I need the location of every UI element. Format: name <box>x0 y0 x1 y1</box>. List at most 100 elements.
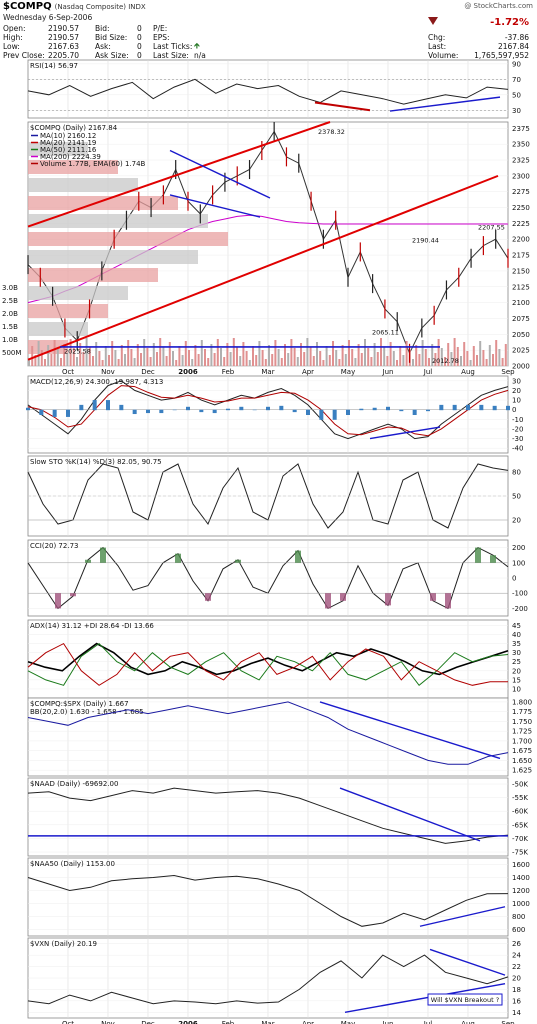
volume-bar <box>328 355 331 366</box>
volume-bar <box>60 358 62 366</box>
cci-extreme-fill <box>340 593 346 601</box>
macd-histogram-bar <box>106 400 110 411</box>
ratio-ytick-label: 1.800 <box>512 698 532 706</box>
cci-ytick-label: -100 <box>512 590 528 598</box>
percent-change: -1.72% <box>490 17 529 28</box>
volume-bar <box>268 345 270 366</box>
volume-bar <box>434 353 437 366</box>
volume-bar <box>120 345 123 366</box>
rsi-trendline <box>314 101 371 112</box>
volume-bar <box>117 359 120 366</box>
volume-by-price-bar <box>28 178 138 192</box>
wedge-upper-line <box>169 149 271 199</box>
naad-ytick-label: -60K <box>512 808 528 816</box>
volume-bar <box>316 342 318 366</box>
macd-ytick-label: 10 <box>512 397 521 405</box>
cci-ytick-label: 100 <box>512 559 525 567</box>
macd-histogram-bar <box>292 409 297 413</box>
volume-bar <box>172 351 174 366</box>
price-ytick-label: 2300 <box>512 172 530 180</box>
x-axis-month-label: May <box>341 1020 355 1024</box>
quote-header: $COMPQ (Nasdaq Composite) INDX @ StockCha… <box>0 0 537 60</box>
volume-bar <box>127 340 130 366</box>
volume-bar <box>290 339 293 366</box>
volume-bar <box>98 351 101 366</box>
adx-ytick-label: 35 <box>512 640 521 648</box>
naa50-ytick-label: 1000 <box>512 900 530 908</box>
price-ytick-label: 2000 <box>512 363 530 371</box>
volume-bar <box>277 349 280 366</box>
volume-bar <box>245 351 248 366</box>
volume-axis-label: 2.5B <box>2 297 18 305</box>
volume-bar <box>376 352 379 366</box>
volume-bar <box>418 354 421 366</box>
open-label: Open: <box>3 24 26 33</box>
volume-bar <box>204 349 206 366</box>
price-ytick-label: 2150 <box>512 267 530 275</box>
ask-size-label: Ask Size: <box>95 51 129 60</box>
adx-ytick-label: 10 <box>512 685 521 693</box>
rsi-series-line-0 <box>27 78 509 105</box>
x-axis-month-label: Apr <box>302 368 314 376</box>
macd-histogram-bar <box>426 409 430 412</box>
x-axis-month-label: Jul <box>423 1020 433 1024</box>
volume-bar <box>191 359 194 366</box>
volume-bar <box>152 343 155 366</box>
vxn-callout-text: Will $VXN Breakout ? <box>431 996 499 1004</box>
volume-bar <box>341 345 344 366</box>
volume-bar <box>415 345 418 366</box>
last-size-label: Last Size: <box>153 51 189 60</box>
volume-bar <box>453 338 456 366</box>
volume-bar <box>476 355 478 366</box>
volume-bar <box>92 356 94 366</box>
volume-label: Volume: <box>428 51 459 60</box>
volume-bar <box>156 352 158 366</box>
volume-axis-label: 2.0B <box>2 310 18 318</box>
symbol-subtitle: (Nasdaq Composite) INDX <box>54 3 146 11</box>
legend-label: MA(10) 2160.12 <box>40 132 96 140</box>
volume-bar <box>207 358 210 366</box>
volume-bar <box>114 350 117 366</box>
macd-histogram-bar <box>66 409 70 417</box>
cci-ytick-label: -200 <box>512 605 528 613</box>
copyright: @ StockCharts.com <box>464 2 533 10</box>
eps-label: EPS: <box>153 33 170 42</box>
vxn-ytick-label: 26 <box>512 940 521 948</box>
volume-bar <box>136 344 139 366</box>
macd-histogram-bar <box>39 409 44 415</box>
annotation-low-oct: 2025.58 <box>64 347 91 355</box>
volume-bar <box>213 353 216 366</box>
naa50-ytick-label: 1400 <box>512 874 530 882</box>
volume-bar <box>255 355 258 366</box>
open-value: 2190.57 <box>48 24 80 33</box>
price-ytick-label: 2325 <box>512 157 530 165</box>
naa50-series-line-0 <box>27 874 509 927</box>
volume-bar <box>322 360 325 366</box>
x-axis-month-label: 2006 <box>178 1020 198 1024</box>
last-label: Last: <box>428 42 447 51</box>
volume-bar <box>95 342 98 366</box>
last-size-value: n/a <box>194 51 206 60</box>
x-axis-month-label: 2006 <box>178 368 198 376</box>
macd-histogram-bar <box>466 404 470 411</box>
down-triangle-icon <box>428 17 438 25</box>
macd-histogram-bar <box>159 409 164 414</box>
volume-bar <box>220 348 222 366</box>
volume-bar <box>399 346 402 366</box>
volume-bar <box>76 357 78 366</box>
up-tick-arrow-icon: 🡹 <box>194 41 200 50</box>
adx-series-line-2 <box>27 642 508 686</box>
volume-bar <box>444 357 446 366</box>
cci-ytick-label: 0 <box>512 575 516 583</box>
volume-bar <box>389 342 392 366</box>
volume-by-price-bar <box>28 232 228 246</box>
cci-extreme-fill <box>100 547 106 563</box>
volume-bar <box>271 354 274 366</box>
volume-bar <box>450 352 453 366</box>
legend-label: MA(20) 2141.19 <box>40 139 96 147</box>
price-ytick-label: 2050 <box>512 331 530 339</box>
adx-ytick-label: 20 <box>512 667 521 675</box>
vxn-support-line <box>344 983 506 1013</box>
macd-histogram-bar <box>252 409 257 411</box>
vxn-callout-box <box>427 993 503 1006</box>
